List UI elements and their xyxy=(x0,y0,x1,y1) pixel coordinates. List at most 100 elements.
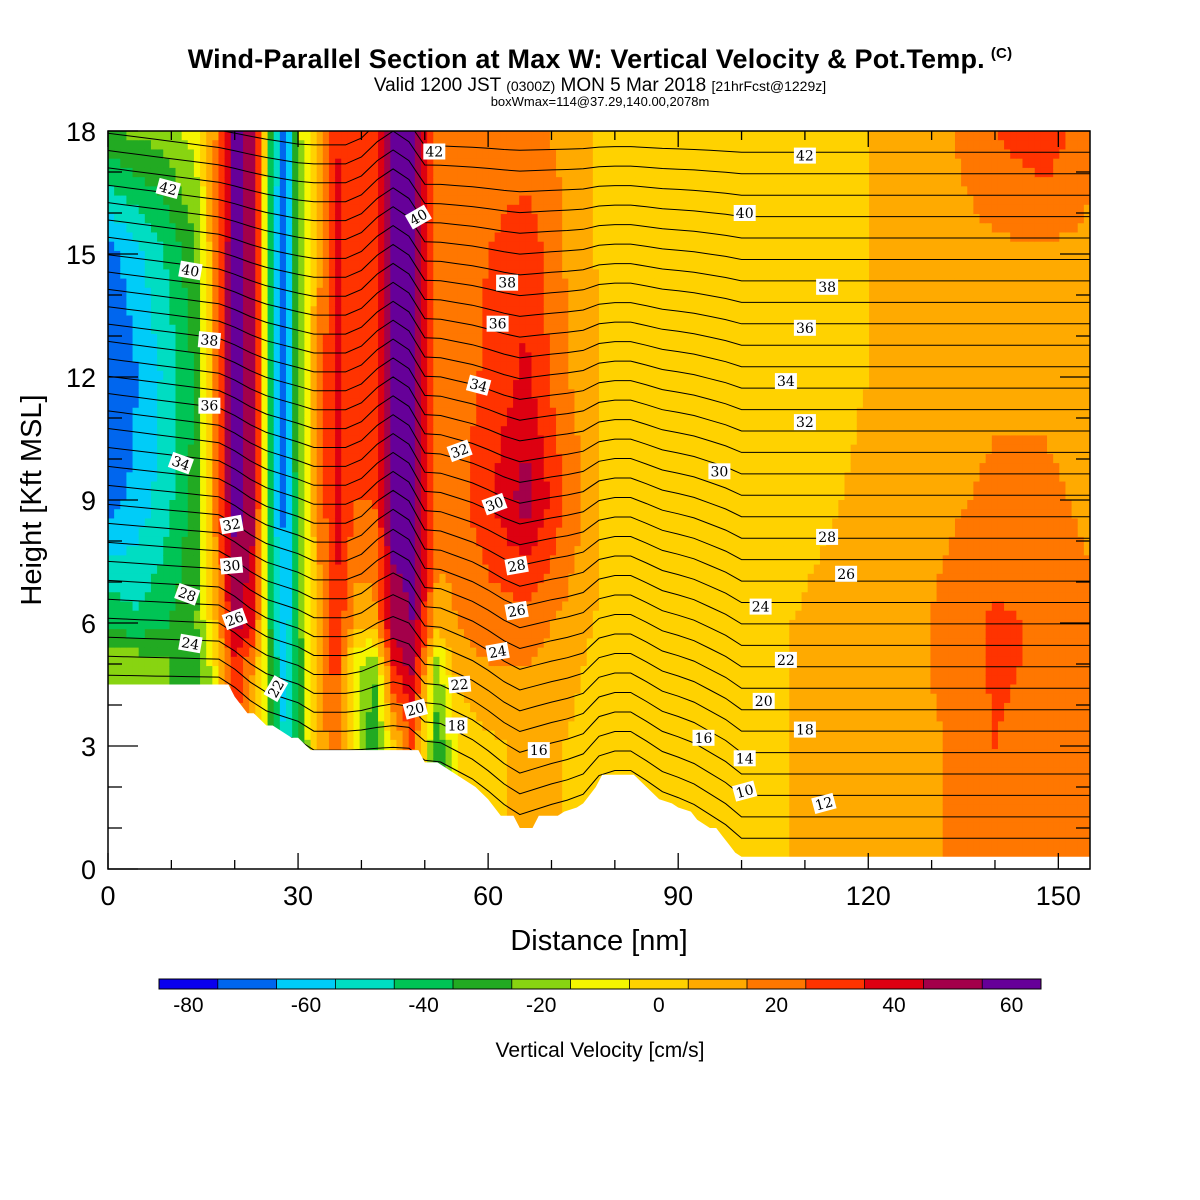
heatmap-cell xyxy=(488,361,496,372)
heatmap-cell xyxy=(138,509,146,520)
heatmap-cell xyxy=(476,416,483,427)
heatmap-cell xyxy=(328,324,336,335)
heatmap-cell xyxy=(335,629,342,639)
heatmap-cell xyxy=(169,260,177,270)
heatmap-cell xyxy=(292,278,299,289)
heatmap-cell xyxy=(187,573,195,584)
heatmap-cell xyxy=(463,278,471,289)
heatmap-cell xyxy=(402,250,410,261)
heatmap-cell xyxy=(457,352,465,363)
heatmap-cell xyxy=(206,555,213,566)
heatmap-cell xyxy=(181,573,189,584)
heatmap-cell xyxy=(476,324,483,335)
heatmap-cell xyxy=(439,472,447,483)
heatmap-cell xyxy=(482,250,490,261)
heatmap-cell xyxy=(285,730,293,741)
heatmap-cell xyxy=(371,472,379,483)
heatmap-cell xyxy=(114,573,121,584)
heatmap-cell xyxy=(451,195,459,206)
heatmap-cell xyxy=(316,370,324,381)
heatmap-cell xyxy=(249,583,256,593)
heatmap-cell xyxy=(482,776,490,787)
heatmap-cell xyxy=(108,509,115,520)
heatmap-cell xyxy=(285,204,293,215)
heatmap-cell xyxy=(292,656,299,667)
heatmap-cell xyxy=(470,767,477,778)
heatmap-cell xyxy=(212,638,220,649)
heatmap-cell xyxy=(200,250,207,261)
heatmap-cell xyxy=(347,721,355,732)
heatmap-cell xyxy=(470,758,477,769)
heatmap-cell xyxy=(482,232,490,243)
heatmap-cell xyxy=(328,131,336,141)
heatmap-cell xyxy=(132,306,140,317)
heatmap-cell xyxy=(175,426,183,437)
heatmap-cell xyxy=(273,536,281,547)
heatmap-cell xyxy=(341,361,348,372)
heatmap-cell xyxy=(384,214,391,224)
heatmap-cell xyxy=(408,131,416,141)
heatmap-cell xyxy=(193,398,201,409)
heatmap-cell xyxy=(359,555,367,566)
heatmap-cell xyxy=(292,297,299,307)
heatmap-cell xyxy=(138,232,146,243)
heatmap-cell xyxy=(378,343,385,353)
heatmap-cell xyxy=(335,592,342,603)
heatmap-cell xyxy=(292,416,299,427)
heatmap-cell xyxy=(371,518,379,529)
heatmap-cell xyxy=(421,232,428,243)
heatmap-cell xyxy=(126,250,134,261)
heatmap-cell xyxy=(175,324,183,335)
heatmap-cell xyxy=(427,269,434,280)
heatmap-cell xyxy=(126,370,134,381)
heatmap-cell xyxy=(249,619,256,630)
heatmap-cell xyxy=(353,730,361,741)
heatmap-cell xyxy=(439,343,447,353)
heatmap-cell xyxy=(365,656,373,667)
heatmap-cell xyxy=(255,204,263,215)
heatmap-cell xyxy=(353,352,361,363)
heatmap-cell xyxy=(144,232,152,243)
heatmap-cell xyxy=(347,435,355,446)
heatmap-cell xyxy=(206,453,213,464)
heatmap-cell xyxy=(169,352,177,363)
heatmap-cell xyxy=(230,684,238,695)
heatmap-cell xyxy=(212,583,220,593)
heatmap-cell xyxy=(175,158,183,169)
heatmap-cell xyxy=(267,564,275,575)
heatmap-cell xyxy=(476,131,483,141)
heatmap-cell xyxy=(353,167,361,178)
heatmap-cell xyxy=(463,481,471,492)
heatmap-cell xyxy=(347,260,355,270)
heatmap-cell xyxy=(200,638,207,649)
heatmap-cell xyxy=(236,463,244,473)
heatmap-cell xyxy=(378,352,385,363)
heatmap-cell xyxy=(365,416,373,427)
heatmap-cell xyxy=(439,177,447,187)
heatmap-cell xyxy=(267,250,275,261)
heatmap-cell xyxy=(470,398,477,409)
heatmap-cell xyxy=(120,177,128,187)
heatmap-cell xyxy=(390,555,398,566)
heatmap-cell xyxy=(439,647,447,658)
heatmap-cell xyxy=(230,629,238,639)
heatmap-cell xyxy=(200,361,207,372)
heatmap-cell xyxy=(236,204,244,215)
heatmap-cell xyxy=(378,324,385,335)
heatmap-cell xyxy=(353,721,361,732)
heatmap-cell xyxy=(347,619,355,630)
heatmap-cell xyxy=(304,287,312,298)
heatmap-cell xyxy=(328,555,336,566)
heatmap-cell xyxy=(144,518,152,529)
heatmap-cell xyxy=(482,481,490,492)
heatmap-cell xyxy=(255,638,263,649)
heatmap-cell xyxy=(108,204,115,215)
heatmap-cell xyxy=(150,619,158,630)
heatmap-cell xyxy=(157,564,164,575)
heatmap-cell xyxy=(212,278,220,289)
heatmap-cell xyxy=(476,260,483,270)
heatmap-cell xyxy=(427,536,434,547)
heatmap-cell xyxy=(267,472,275,483)
heatmap-cell xyxy=(187,444,195,455)
heatmap-cell xyxy=(359,204,367,215)
